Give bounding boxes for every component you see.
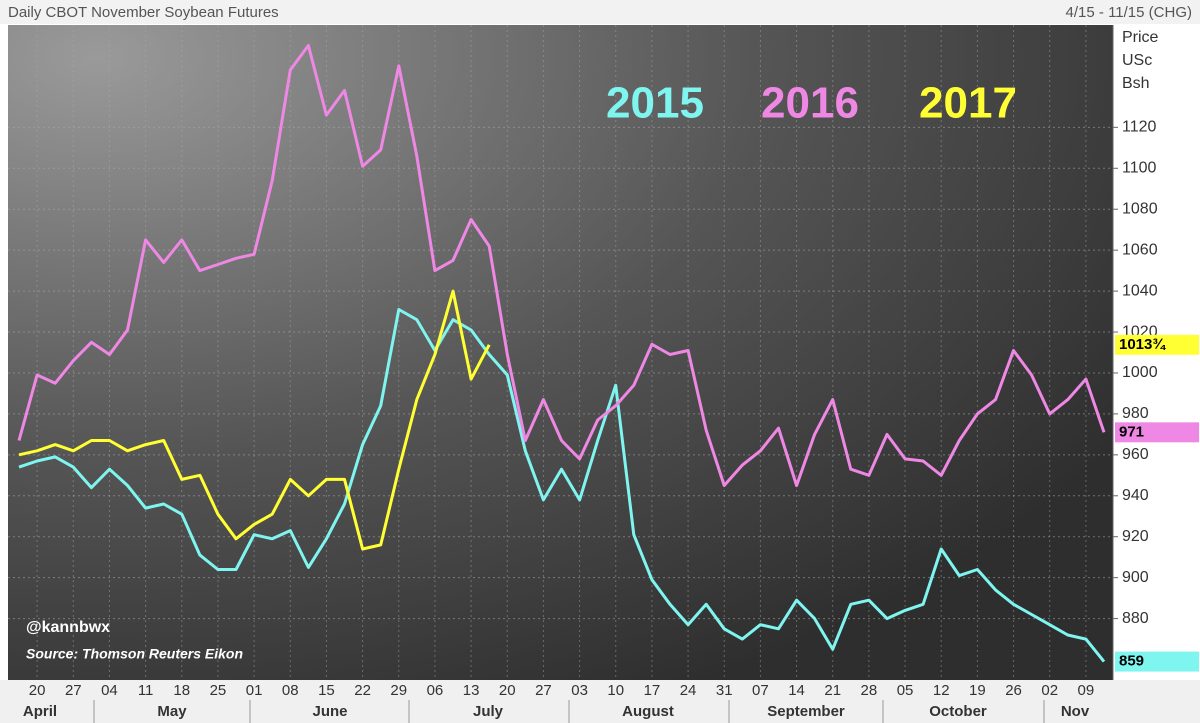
y-tick-label: 1080	[1122, 200, 1158, 217]
y-label: Price	[1122, 29, 1159, 46]
end-label-box	[1115, 422, 1199, 443]
series-line	[18, 289, 491, 551]
end-label-box	[1115, 334, 1199, 355]
x-tick-label: 20	[29, 682, 46, 699]
x-tick-label: 29	[390, 682, 407, 699]
x-tick-label: 05	[897, 682, 914, 699]
x-tick-label: 01	[246, 682, 263, 699]
x-tick-label: 08	[282, 682, 299, 699]
legend-entry: 2015	[606, 79, 704, 128]
y-tick-label: 960	[1122, 446, 1149, 463]
x-tick-label: 27	[535, 682, 552, 699]
y-tick-label: 1120	[1122, 119, 1157, 136]
y-tick-label: 980	[1122, 405, 1149, 422]
x-tick-label: 12	[933, 682, 950, 699]
plot-area	[8, 25, 1113, 680]
x-tick-label: 02	[1041, 682, 1058, 699]
month-label: July	[473, 703, 504, 720]
x-tick-label: 09	[1078, 682, 1095, 699]
x-tick-label: 27	[65, 682, 82, 699]
x-tick-label: 24	[680, 682, 697, 699]
y-label: USc	[1122, 52, 1152, 69]
x-tick-label: 10	[607, 682, 624, 699]
chart-title: Daily CBOT November Soybean Futures	[8, 4, 279, 21]
x-tick-label: 17	[644, 682, 661, 699]
y-tick-label: 1100	[1122, 160, 1157, 177]
month-label: Nov	[1061, 703, 1090, 720]
month-label: October	[929, 703, 987, 720]
x-tick-label: 26	[1005, 682, 1022, 699]
x-tick-label: 06	[427, 682, 444, 699]
y-label: Bsh	[1122, 75, 1150, 92]
end-label: 971	[1119, 423, 1144, 440]
x-tick-label: 18	[173, 682, 190, 699]
month-label: May	[157, 703, 187, 720]
x-tick-label: 13	[463, 682, 480, 699]
x-tick-label: 14	[788, 682, 805, 699]
x-tick-label: 20	[499, 682, 516, 699]
x-tick-label: 25	[210, 682, 227, 699]
y-tick-label: 1040	[1122, 282, 1158, 299]
x-axis-strip	[0, 680, 1200, 723]
x-tick-label: 31	[716, 682, 733, 699]
x-tick-label: 21	[824, 682, 841, 699]
month-label: June	[312, 703, 347, 720]
y-tick-label: 940	[1122, 487, 1149, 504]
chart-subtitle: 4/15 - 11/15 (CHG)	[1066, 4, 1192, 21]
end-label: 859	[1119, 653, 1144, 670]
legend-entry: 2016	[761, 79, 859, 128]
annotation: @kannbwx	[26, 619, 110, 636]
month-label: April	[23, 703, 57, 720]
x-tick-label: 22	[354, 682, 371, 699]
x-tick-label: 07	[752, 682, 769, 699]
x-tick-label: 03	[571, 682, 588, 699]
month-label: September	[767, 703, 845, 720]
x-tick-label: 28	[861, 682, 878, 699]
end-label: 1013¾	[1119, 336, 1166, 353]
y-tick-label: 880	[1122, 610, 1149, 627]
series-line	[18, 308, 1106, 663]
legend-entry: 2017	[919, 79, 1017, 128]
annotation: Source: Thomson Reuters Eikon	[26, 646, 243, 662]
y-tick-label: 1000	[1122, 364, 1158, 381]
end-label-box	[1115, 651, 1199, 672]
series-line	[17, 44, 1106, 487]
x-tick-label: 11	[138, 682, 154, 699]
y-tick-label: 1060	[1122, 241, 1158, 258]
month-label: August	[622, 703, 674, 720]
x-tick-label: 04	[101, 682, 118, 699]
y-tick-label: 900	[1122, 569, 1149, 586]
y-tick-label: 920	[1122, 528, 1149, 545]
x-tick-label: 15	[318, 682, 335, 699]
title-bar	[0, 0, 1200, 24]
x-tick-label: 19	[969, 682, 986, 699]
